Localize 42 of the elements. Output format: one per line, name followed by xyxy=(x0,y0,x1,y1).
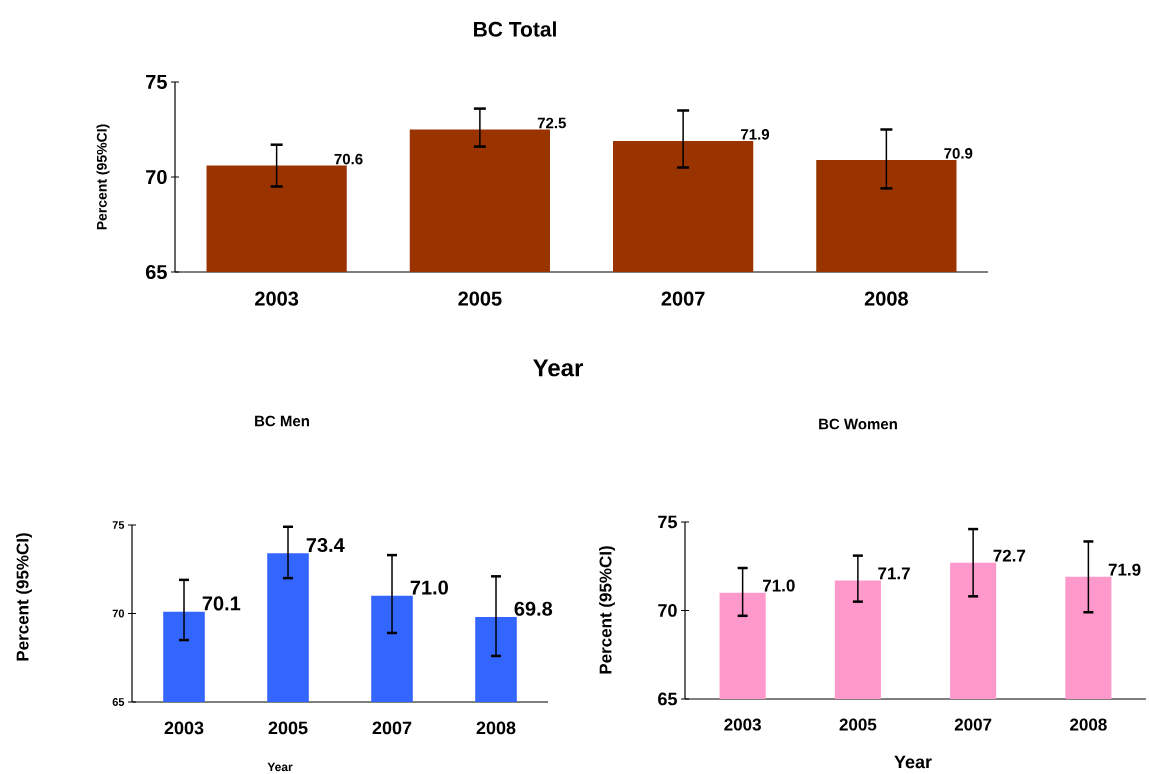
x-tick-label: 2007 xyxy=(372,721,412,735)
data-label: 71.0 xyxy=(763,579,795,592)
x-tick-label: 2008 xyxy=(476,721,516,735)
y-axis-title: Percent (95%CI) xyxy=(96,124,110,230)
x-tick-label: 2008 xyxy=(864,291,908,306)
data-label: 71.9 xyxy=(1108,563,1141,576)
y-tick-label: 75 xyxy=(658,515,677,529)
y-axis-title: Percent (95%CI) xyxy=(16,533,32,661)
y-tick-label: 70 xyxy=(146,169,167,185)
x-tick-label: 2007 xyxy=(954,718,992,731)
x-tick-label: 2008 xyxy=(1070,718,1107,731)
data-label: 70.1 xyxy=(202,596,241,611)
y-tick-label: 65 xyxy=(658,692,677,706)
chart-title: BC Men xyxy=(255,415,309,427)
data-label: 72.7 xyxy=(993,549,1026,562)
chart-title: BC Total xyxy=(474,21,556,37)
x-tick-label: 2005 xyxy=(839,718,877,731)
x-tick-label: 2003 xyxy=(164,721,204,735)
x-axis-title: Year xyxy=(533,359,583,377)
y-tick-label: 70 xyxy=(112,609,125,618)
y-tick-label: 65 xyxy=(145,264,167,280)
data-label: 73.4 xyxy=(306,537,345,553)
y-tick-label: 65 xyxy=(112,698,125,706)
y-axis-title: Percent (95%CI) xyxy=(599,546,615,674)
x-tick-label: 2005 xyxy=(458,291,502,306)
x-tick-label: 2003 xyxy=(724,718,761,731)
data-label: 70.6 xyxy=(334,153,363,165)
data-label: 69.8 xyxy=(514,601,553,616)
x-tick-label: 2003 xyxy=(255,291,299,306)
data-label: 72.5 xyxy=(537,117,566,129)
x-axis-title: Year xyxy=(267,762,293,772)
data-label: 71.0 xyxy=(410,580,448,595)
data-label: 71.9 xyxy=(741,129,770,140)
y-tick-label: 70 xyxy=(658,604,677,617)
data-label: 71.7 xyxy=(878,567,910,580)
y-tick-label: 75 xyxy=(112,521,125,529)
data-label: 70.9 xyxy=(944,148,973,159)
x-tick-label: 2007 xyxy=(661,291,705,306)
chart-title: BC Women xyxy=(819,418,897,430)
y-tick-label: 75 xyxy=(146,75,167,89)
x-tick-label: 2005 xyxy=(268,721,308,735)
x-axis-title: Year xyxy=(894,755,932,769)
